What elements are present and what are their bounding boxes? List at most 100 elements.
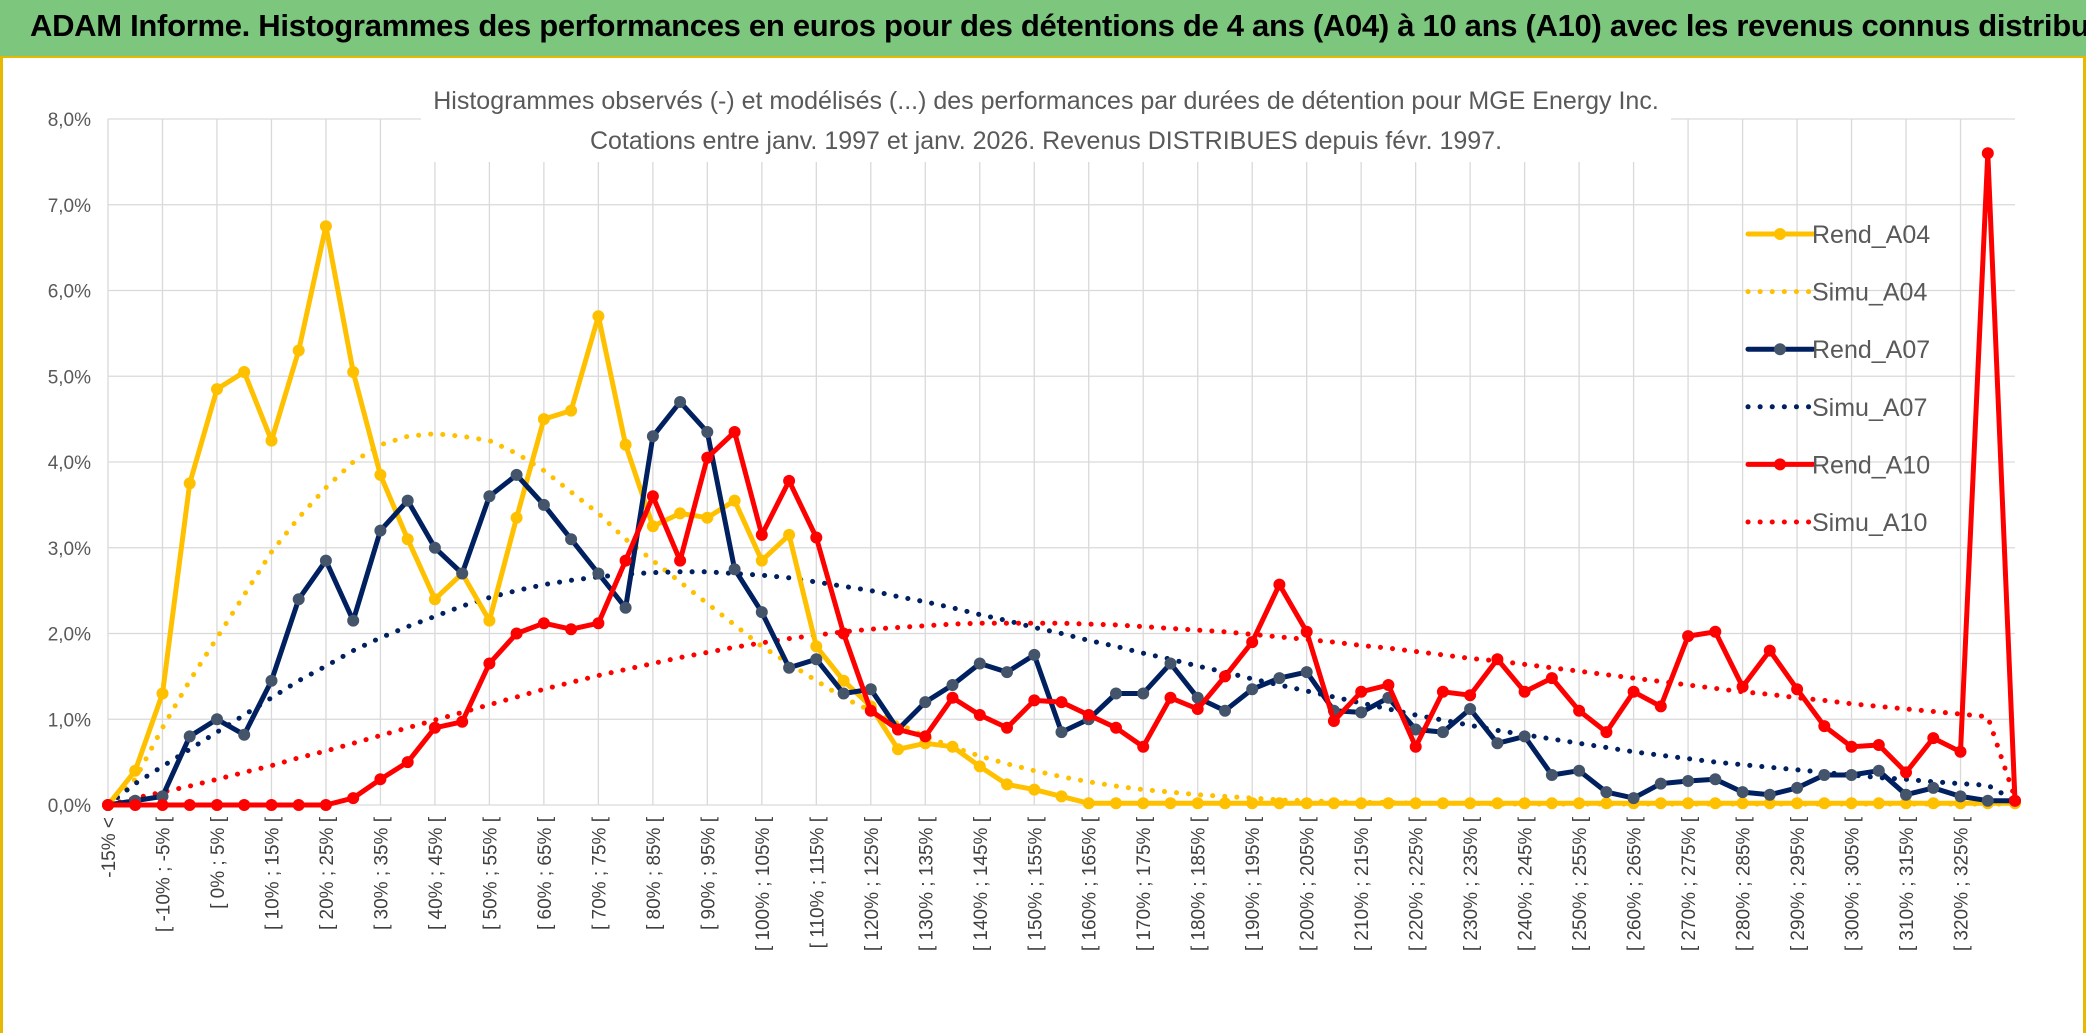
data-point bbox=[1436, 685, 1449, 698]
data-point bbox=[1900, 766, 1912, 779]
data-point bbox=[1872, 764, 1885, 777]
legend-marker bbox=[1774, 343, 1786, 356]
data-point bbox=[1654, 797, 1667, 810]
data-point bbox=[565, 404, 578, 417]
data-point bbox=[1409, 797, 1422, 810]
data-point bbox=[456, 715, 469, 728]
y-tick-label: 6,0% bbox=[48, 282, 91, 303]
x-tick-label: [ 40% ; 45% [ bbox=[426, 816, 447, 930]
data-point bbox=[1682, 797, 1695, 810]
data-point bbox=[1327, 797, 1340, 810]
data-point bbox=[1736, 786, 1749, 799]
data-point bbox=[319, 799, 332, 811]
chart-title: Histogrammes observés (-) et modélisés (… bbox=[433, 87, 1659, 115]
data-point bbox=[1654, 700, 1667, 713]
data-point bbox=[1219, 797, 1231, 810]
data-point bbox=[1927, 732, 1940, 745]
chart-frame: 0,0% 1,0% 2,0% 3,0% 4,0% 5,0% 6,0% 7,0% 8,0% -15… bbox=[0, 58, 2086, 1033]
y-tick-label: 8,0% bbox=[48, 110, 91, 131]
data-point bbox=[129, 799, 142, 811]
x-tick-label: [ 230% ; 235% [ bbox=[1461, 816, 1482, 951]
data-point bbox=[1545, 672, 1558, 685]
series-layer bbox=[102, 147, 2021, 811]
data-point bbox=[646, 490, 659, 503]
data-point bbox=[1627, 792, 1640, 805]
data-point bbox=[1246, 683, 1259, 696]
data-point bbox=[1682, 630, 1695, 643]
data-point bbox=[428, 593, 441, 606]
data-point bbox=[837, 627, 850, 640]
data-point bbox=[1709, 773, 1722, 786]
data-point bbox=[1164, 797, 1177, 810]
histogram-line-chart: 0,0% 1,0% 2,0% 3,0% 4,0% 5,0% 6,0% 7,0% 8,0% -15… bbox=[48, 80, 2021, 951]
data-point bbox=[1981, 147, 1994, 160]
data-point bbox=[1436, 726, 1449, 739]
data-point bbox=[1055, 726, 1068, 739]
data-point bbox=[1491, 653, 1504, 666]
data-point bbox=[374, 468, 387, 481]
data-point bbox=[837, 687, 850, 700]
data-point bbox=[1573, 797, 1586, 810]
data-point bbox=[1082, 709, 1095, 721]
data-point bbox=[1627, 685, 1640, 698]
data-point bbox=[1001, 666, 1013, 679]
data-point bbox=[728, 426, 741, 438]
data-point bbox=[1219, 670, 1231, 683]
x-tick-label: [ 80% ; 85% [ bbox=[644, 816, 665, 930]
markers-rend-a04 bbox=[102, 220, 2021, 811]
data-point bbox=[1600, 797, 1613, 810]
data-point bbox=[592, 617, 605, 630]
data-point bbox=[347, 792, 360, 805]
data-point bbox=[1491, 797, 1504, 810]
data-point bbox=[1927, 797, 1940, 810]
data-point bbox=[946, 691, 959, 704]
x-tick-label: [ -10% ; -5% [ bbox=[153, 816, 174, 932]
data-point bbox=[1763, 788, 1776, 801]
data-point bbox=[646, 520, 659, 533]
data-point bbox=[292, 344, 305, 357]
x-tick-label: [ 160% ; 165% [ bbox=[1080, 816, 1101, 951]
data-point bbox=[1137, 797, 1150, 810]
data-point bbox=[1355, 685, 1368, 698]
data-point bbox=[674, 507, 687, 520]
data-point bbox=[401, 533, 414, 546]
data-point bbox=[701, 451, 714, 464]
markers-rend-a07 bbox=[102, 396, 2021, 811]
legend-label: Rend_A10 bbox=[1812, 451, 1930, 479]
data-point bbox=[565, 533, 578, 546]
data-point bbox=[728, 563, 741, 576]
legend-label: Rend_A04 bbox=[1812, 221, 1930, 249]
data-point bbox=[401, 756, 414, 769]
data-point bbox=[810, 640, 823, 653]
data-point bbox=[401, 494, 414, 507]
data-point bbox=[864, 704, 877, 717]
data-point bbox=[783, 661, 796, 674]
x-tick-label: [ 120% ; 125% [ bbox=[862, 816, 883, 951]
data-point bbox=[1355, 797, 1368, 810]
data-point bbox=[973, 657, 986, 670]
data-point bbox=[1001, 778, 1013, 791]
x-tick-label: [ 30% ; 35% [ bbox=[371, 816, 392, 930]
data-point bbox=[1164, 691, 1177, 704]
data-point bbox=[837, 674, 850, 687]
data-point bbox=[1573, 704, 1586, 717]
data-point bbox=[755, 606, 768, 619]
legend: Rend_A04 Simu_A04 Rend_A07 Simu_A07 Rend_A10… bbox=[1745, 221, 1930, 537]
data-point bbox=[1082, 797, 1095, 810]
legend-label: Simu_A10 bbox=[1812, 509, 1927, 537]
y-tick-label: 3,0% bbox=[48, 539, 91, 560]
legend-marker bbox=[1774, 228, 1786, 240]
report-banner: ADAM Informe. Histogrammes des performan… bbox=[0, 0, 2086, 58]
data-point bbox=[1818, 769, 1831, 781]
data-point bbox=[510, 511, 523, 524]
data-point bbox=[1791, 781, 1804, 794]
data-point bbox=[946, 740, 959, 753]
x-tick-label: [ 60% ; 65% [ bbox=[535, 816, 556, 930]
chart-title-background bbox=[421, 80, 1671, 162]
data-point bbox=[701, 426, 714, 438]
data-point bbox=[2009, 794, 2021, 807]
data-point bbox=[129, 764, 142, 777]
data-point bbox=[1409, 740, 1422, 753]
data-point bbox=[265, 434, 278, 447]
data-point bbox=[1028, 648, 1041, 661]
